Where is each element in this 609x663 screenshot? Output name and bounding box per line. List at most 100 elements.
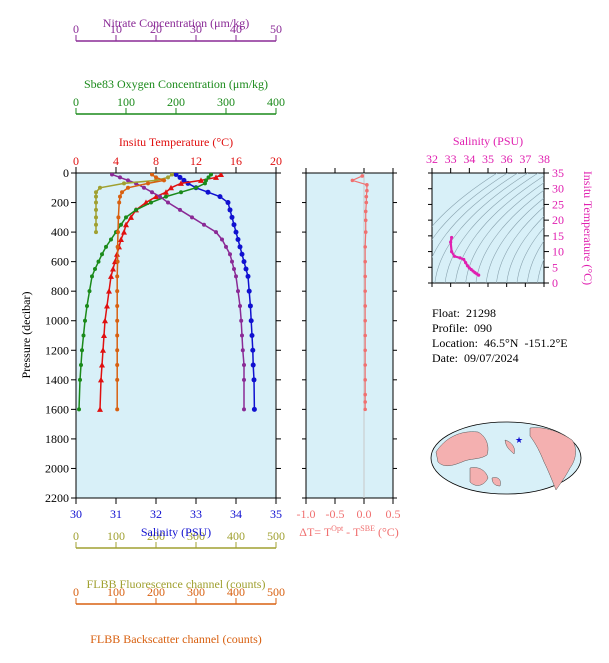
nitrate-point	[110, 173, 114, 177]
nitrate-point	[118, 175, 122, 180]
temperature-point	[98, 376, 104, 383]
density-contour	[455, 175, 544, 283]
ts-x-tick-label: 36	[501, 152, 513, 166]
pressure-tick-label: 2200	[45, 491, 69, 505]
nitrate-point	[236, 289, 240, 294]
fluorescence-point	[170, 173, 174, 177]
delta-point	[363, 304, 367, 308]
nitrate-point	[150, 190, 154, 195]
salinity-axis-label: Salinity (PSU)	[141, 525, 211, 539]
salinity-point	[217, 194, 223, 200]
delta-point	[365, 188, 369, 193]
nitrate-point	[224, 244, 228, 249]
salinity-tick-label: 31	[110, 507, 122, 521]
temperature-point	[153, 193, 159, 200]
temperature-point	[97, 406, 103, 412]
temperature-point	[100, 347, 106, 353]
backscatter-point	[154, 175, 158, 180]
salinity-point	[229, 214, 235, 220]
backscatter-tick-label: 0	[73, 585, 79, 599]
density-contour	[444, 173, 539, 283]
nitrate-point	[178, 207, 182, 212]
ts-y-tick-label: 30	[552, 182, 564, 196]
oxygen-point	[90, 274, 94, 279]
salinity-point	[237, 244, 243, 250]
fluorescence-point	[94, 194, 98, 199]
oxygen-tick-label: 300	[217, 95, 235, 109]
ts-y-tick-label: 10	[552, 245, 564, 259]
nitrate-point	[232, 267, 236, 272]
oxygen-point	[96, 259, 101, 264]
fluorescence-point	[98, 185, 102, 190]
delta-point	[363, 400, 367, 404]
nitrate-point	[142, 185, 146, 190]
ts-y-tick-label: 20	[552, 213, 564, 227]
density-contour	[432, 173, 508, 240]
ts-density-contours	[432, 173, 544, 283]
salinity-tick-label: 33	[190, 507, 202, 521]
map-land	[435, 427, 576, 491]
backscatter-tick-label: 400	[227, 585, 245, 599]
density-contour	[432, 173, 518, 258]
pressure-tick-label: 1800	[45, 432, 69, 446]
oxygen-point	[134, 207, 138, 212]
ts-y-tick-label: 35	[552, 166, 564, 180]
delta-point	[363, 363, 367, 367]
fluorescence-tick-label: 100	[107, 529, 125, 543]
pressure-tick-label: 600	[51, 255, 69, 269]
oxygen-tick-label: 0	[73, 95, 79, 109]
oxygen-point	[164, 194, 168, 199]
backscatter-tick-label: 500	[267, 585, 285, 599]
ts-x-tick-label: 35	[482, 152, 494, 166]
delta-point	[363, 392, 367, 397]
salinity-point	[245, 273, 251, 279]
temperature-point	[106, 288, 112, 294]
ts-point	[477, 273, 481, 277]
ts-temperature-axis-label: Insitu Temperature (°C)	[581, 171, 595, 285]
oxygen-point	[194, 185, 198, 190]
ts-x-tick-label: 34	[463, 152, 475, 166]
nitrate-tick-label: 30	[190, 22, 202, 36]
delta-point	[363, 318, 367, 323]
temperature-point	[123, 221, 129, 228]
nitrate-point	[202, 222, 206, 227]
delta-tick-label: 0.5	[386, 507, 401, 521]
pressure-axis-label: Pressure (decibar)	[19, 292, 33, 379]
delta-line	[350, 175, 368, 410]
temperature-point	[128, 214, 134, 220]
temperature-point	[163, 189, 169, 195]
ts-y-tick-label: 5	[552, 260, 558, 274]
salinity-point	[231, 222, 237, 228]
fluorescence-point	[94, 222, 98, 227]
delta-point	[363, 289, 367, 293]
oxygen-point	[77, 407, 81, 412]
oxygen-point	[203, 181, 207, 186]
backscatter-point	[118, 194, 122, 199]
temperature-point	[99, 362, 105, 368]
density-contour	[465, 182, 544, 283]
oxygen-point	[104, 244, 108, 249]
location-label: Location: 46.5°N -151.2°E	[432, 336, 568, 350]
backscatter-point	[115, 303, 120, 308]
delta-point	[364, 194, 369, 199]
delta-point	[363, 230, 368, 234]
nitrate-point	[158, 194, 162, 199]
density-contour	[496, 206, 544, 283]
nitrate-point	[242, 363, 246, 368]
delta-point	[363, 245, 367, 249]
density-contour	[485, 197, 544, 283]
backscatter-point	[117, 200, 122, 205]
salinity-point	[225, 200, 231, 206]
pressure-tick-label: 1200	[45, 343, 69, 357]
nitrate-tick-label: 50	[270, 22, 282, 36]
backscatter-point	[115, 348, 120, 353]
temperature-point	[101, 332, 107, 338]
backscatter-point	[116, 215, 121, 220]
pressure-tick-label: 1400	[45, 373, 69, 387]
density-contour	[506, 215, 544, 283]
date-label: Date: 09/07/2024	[432, 351, 519, 365]
delta-tick-label: -1.0	[297, 507, 316, 521]
fluorescence-point	[94, 207, 98, 212]
backscatter-point	[115, 274, 120, 279]
